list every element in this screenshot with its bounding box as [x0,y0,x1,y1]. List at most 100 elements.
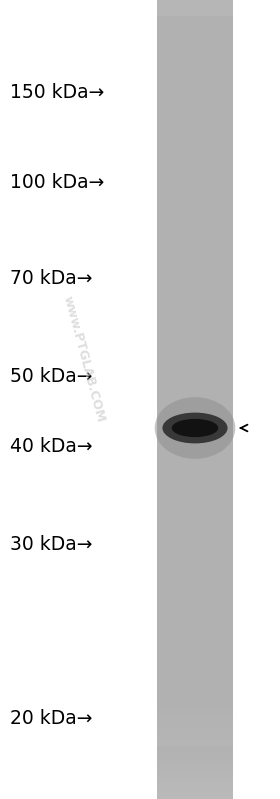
Bar [157,613,233,615]
Bar [157,362,233,365]
Bar [157,112,233,114]
Bar [157,325,233,328]
Bar [157,346,233,349]
Bar [157,405,233,407]
Bar [157,575,233,578]
Bar [157,74,233,78]
Bar [157,394,233,397]
Bar [157,669,233,671]
Bar [157,354,233,357]
Bar [157,658,233,661]
Bar [157,765,233,767]
Bar [157,269,233,272]
Bar [157,698,233,701]
Bar [157,152,233,154]
Bar [157,677,233,679]
Bar [157,674,233,677]
Bar [157,338,233,341]
Bar [157,785,233,789]
Bar [157,40,233,42]
Bar [157,8,233,10]
Text: www.PTGLAB.COM: www.PTGLAB.COM [61,295,107,424]
Bar [157,160,233,162]
Bar [157,469,233,471]
Bar [157,655,233,658]
Bar [157,296,233,298]
Bar [157,517,233,519]
Bar [157,413,233,415]
Bar [157,250,233,253]
Text: 100 kDa→: 100 kDa→ [10,173,104,193]
Bar [157,511,233,514]
Bar [157,90,233,93]
Bar [157,610,233,613]
Bar [157,714,233,717]
Bar [157,637,233,639]
Bar [157,229,233,232]
Bar [157,258,233,261]
Bar [157,165,233,168]
Bar [157,336,233,338]
Bar [157,679,233,682]
Bar [157,661,233,663]
Text: 150 kDa→: 150 kDa→ [10,82,104,101]
Bar [157,581,233,583]
Bar [157,82,233,85]
Text: 50 kDa→: 50 kDa→ [10,367,92,385]
Bar [157,693,233,695]
Bar [157,503,233,506]
Bar [157,317,233,320]
Bar [157,242,233,245]
Bar [157,96,233,98]
Bar [157,663,233,666]
Bar [157,130,233,133]
Bar [157,757,233,759]
Bar [157,397,233,400]
Text: 70 kDa→: 70 kDa→ [10,268,92,288]
Bar [157,157,233,160]
Bar [157,711,233,714]
Bar [157,402,233,405]
Bar [157,301,233,304]
Bar [157,312,233,314]
Bar [157,210,233,213]
Bar [157,16,233,18]
Bar [157,519,233,522]
Bar [157,717,233,719]
Bar [157,554,233,557]
Bar [157,202,233,205]
Bar [157,149,233,152]
Bar [157,781,233,783]
Bar [157,114,233,117]
Bar [157,178,233,181]
Bar [157,753,233,757]
Bar [157,141,233,144]
Bar [157,458,233,461]
Bar [157,690,233,693]
Bar [157,22,233,24]
Bar [157,277,233,280]
Bar [157,85,233,88]
Bar [157,272,233,274]
Bar [157,495,233,498]
Bar [157,293,233,296]
Bar [157,400,233,402]
Bar [157,146,233,149]
Bar [157,549,233,551]
Bar [157,761,233,765]
Bar [157,360,233,362]
Bar [157,6,233,8]
Bar [157,341,233,344]
Bar [157,498,233,501]
Bar [157,506,233,509]
Bar [157,522,233,525]
Bar [157,634,233,637]
Ellipse shape [155,397,235,459]
Bar [157,426,233,429]
Bar [157,306,233,309]
Bar [157,266,233,269]
Bar [157,237,233,240]
Bar [157,769,233,773]
Bar [157,442,233,445]
Bar [157,471,233,474]
